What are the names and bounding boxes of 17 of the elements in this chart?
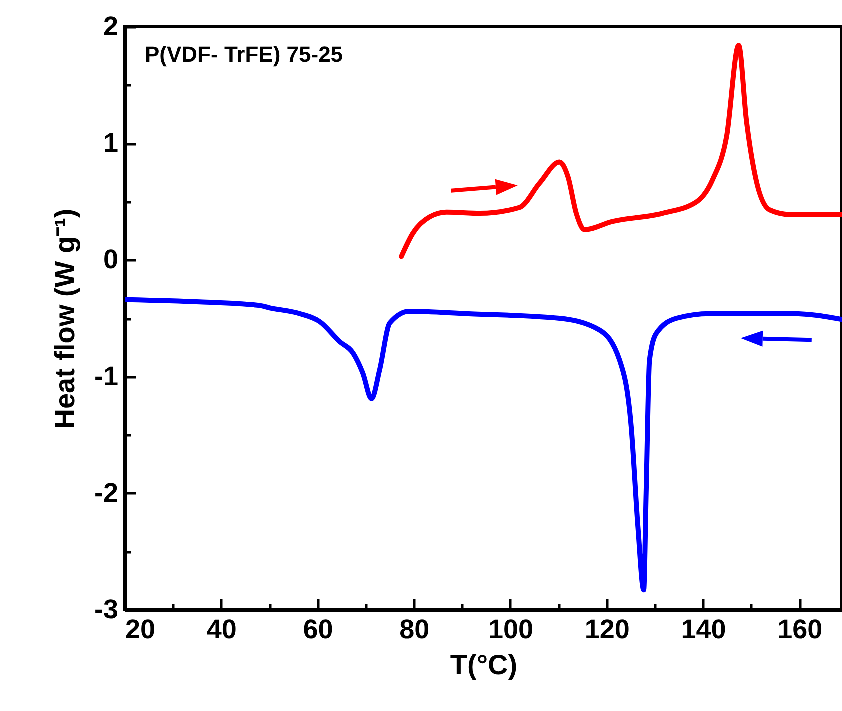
x-tick-label: 120 (584, 614, 630, 644)
x-tick-label: 160 (778, 614, 823, 644)
x-tick-label: 40 (206, 614, 237, 644)
x-tick-label: 60 (303, 614, 334, 644)
y-tick-label: 1 (103, 128, 118, 158)
x-tick-label: 140 (681, 614, 726, 644)
y-tick-label: -1 (94, 361, 118, 392)
y-tick-label: -2 (94, 478, 118, 508)
y-tick-label: 0 (103, 244, 118, 275)
x-tick-label: 100 (488, 614, 534, 644)
y-axis-title: Heat flow (W g⁻¹) (49, 208, 80, 430)
annotation: P(VDF- TrFE) 75-25 (145, 42, 344, 67)
y-tick-label: 2 (103, 12, 118, 42)
x-tick-label: 80 (400, 614, 430, 644)
x-axis-title: T(°C) (450, 650, 518, 680)
y-tick-label: -3 (94, 594, 118, 624)
x-tick-label: 20 (126, 614, 156, 644)
